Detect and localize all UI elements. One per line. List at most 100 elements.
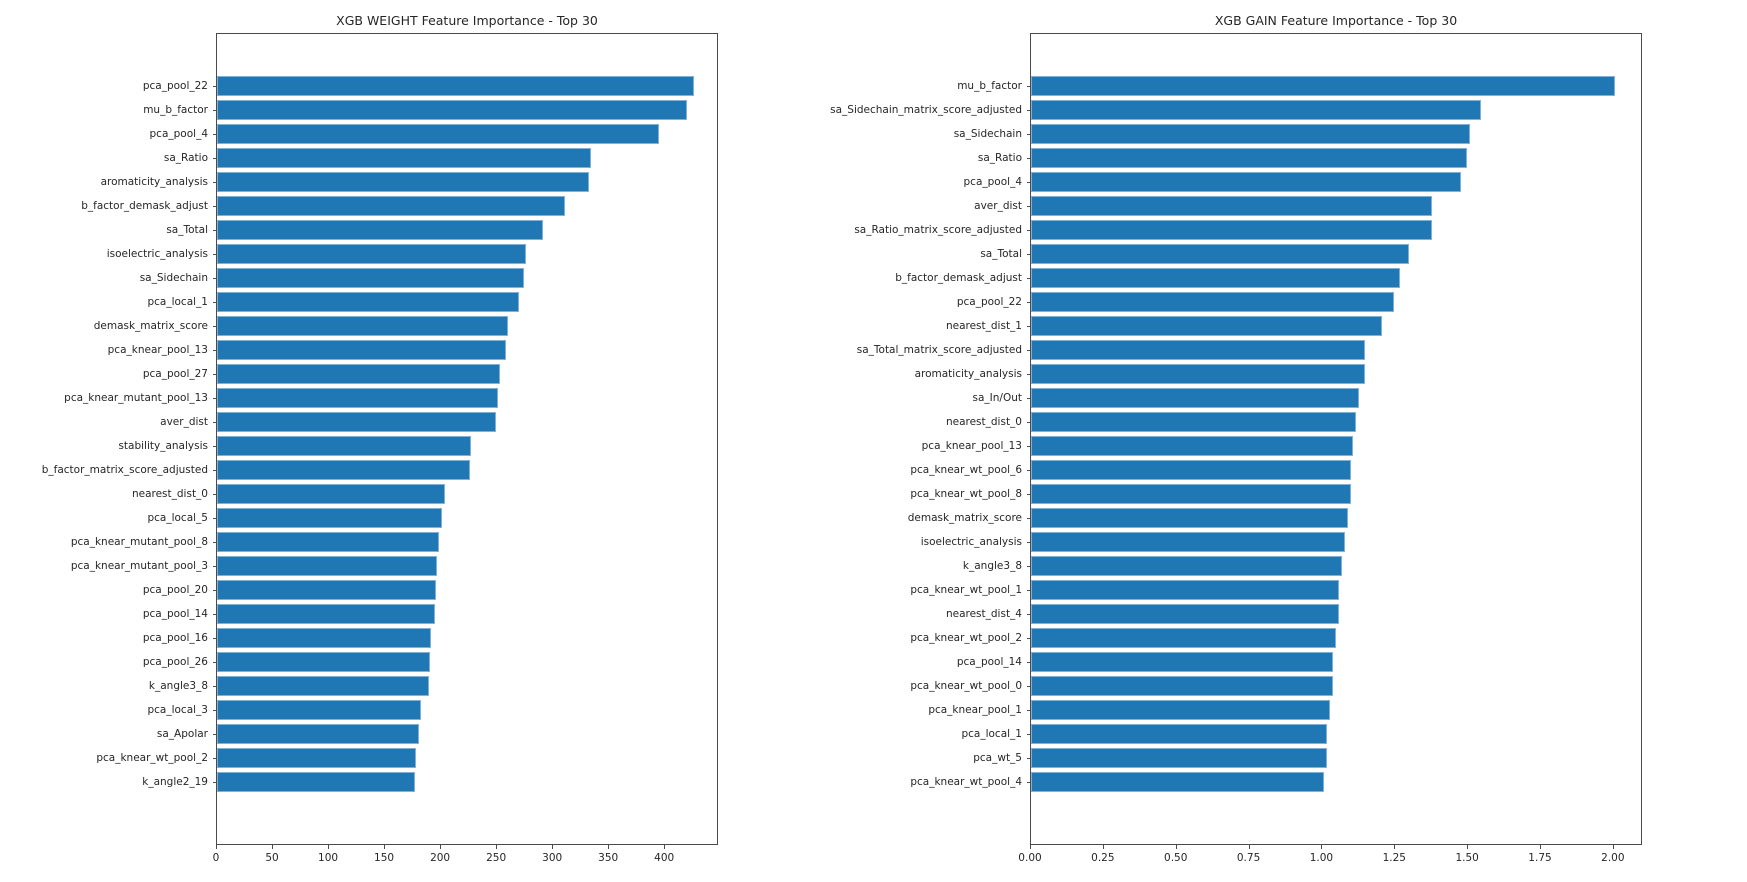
x-tick-label: 250: [486, 852, 507, 864]
y-tick-mark: [1027, 542, 1031, 543]
bar-row: k_angle2_19: [142, 772, 717, 792]
bar-row: nearest_dist_4: [946, 604, 1641, 624]
bar-row: pca_local_5: [147, 508, 717, 528]
bar-row: pca_knear_wt_pool_4: [910, 772, 1641, 792]
y-tick-mark: [213, 470, 217, 471]
bar: [1031, 340, 1366, 360]
y-tick-mark: [1027, 638, 1031, 639]
bar: [1031, 244, 1409, 264]
bar-row: pca_knear_wt_pool_8: [910, 484, 1641, 504]
x-tick-label: 0.50: [1164, 852, 1188, 864]
y-tick-mark: [1027, 614, 1031, 615]
bar: [217, 652, 431, 672]
bar-row: sa_Sidechain_matrix_score_adjusted: [830, 100, 1641, 120]
bar-row: pca_knear_mutant_pool_3: [71, 556, 717, 576]
y-tick-label: k_angle2_19: [142, 775, 208, 788]
weight-importance-chart: XGB WEIGHT Feature Importance - Top 30 p…: [42, 0, 718, 882]
y-tick-mark: [213, 734, 217, 735]
bar: [217, 532, 440, 552]
x-tick-mark: [1102, 845, 1104, 849]
bar: [217, 772, 415, 792]
y-tick-label: sa_Ratio_matrix_score_adjusted: [854, 223, 1022, 236]
bar-row: pca_pool_14: [957, 652, 1641, 672]
bar: [217, 388, 499, 408]
y-tick-label: pca_knear_wt_pool_0: [910, 679, 1022, 692]
weight-chart-title: XGB WEIGHT Feature Importance - Top 30: [336, 13, 598, 28]
bar: [1031, 700, 1331, 720]
y-tick-mark: [1027, 158, 1031, 159]
bar: [1031, 412, 1357, 432]
y-tick-mark: [1027, 182, 1031, 183]
bar-row: pca_knear_pool_13: [108, 340, 717, 360]
y-tick-label: pca_knear_mutant_pool_3: [70, 559, 208, 572]
bar-row: aver_dist: [160, 412, 717, 432]
bar: [1031, 532, 1345, 552]
bar: [217, 292, 520, 312]
bar-row: aromaticity_analysis: [915, 364, 1641, 384]
bar-row: b_factor_demask_adjust: [895, 268, 1641, 288]
gain-x-axis: 0.00 0.25 0.50 0.75 1.00 1.25 1.50 1.75 2.00: [1018, 845, 1642, 875]
x-tick-label: 50: [265, 852, 279, 864]
bar: [1031, 316, 1383, 336]
y-tick-label: b_factor_demask_adjust: [81, 199, 208, 212]
y-tick-mark: [1027, 374, 1031, 375]
y-tick-label: pca_knear_pool_13: [107, 343, 208, 356]
y-tick-mark: [213, 710, 217, 711]
x-tick-label: 0.00: [1018, 852, 1042, 864]
y-tick-label: sa_Total: [980, 247, 1022, 260]
bar-row: pca_pool_4: [964, 172, 1641, 192]
x-tick-label: 200: [430, 852, 451, 864]
y-tick-mark: [1027, 686, 1031, 687]
y-tick-mark: [1027, 662, 1031, 663]
y-tick-label: pca_pool_26: [142, 655, 208, 668]
y-tick-mark: [1027, 302, 1031, 303]
y-tick-label: pca_knear_wt_pool_2: [96, 751, 208, 764]
bar: [1031, 628, 1336, 648]
y-tick-mark: [213, 662, 217, 663]
y-tick-mark: [1027, 470, 1031, 471]
x-tick-label: 1.25: [1382, 852, 1406, 864]
gain-bar-rows: mu_b_factor sa_Sidechain_matrix_score_adj…: [830, 76, 1641, 792]
x-tick-label: 1.50: [1455, 852, 1479, 864]
bar-row: b_factor_matrix_score_adjusted: [42, 460, 717, 480]
bar-row: pca_knear_wt_pool_1: [910, 580, 1641, 600]
bar-row: nearest_dist_1: [946, 316, 1641, 336]
x-tick-mark: [1612, 845, 1614, 849]
bar-row: k_angle3_8: [963, 556, 1641, 576]
bar-row: demask_matrix_score: [94, 316, 717, 336]
bar: [217, 76, 694, 96]
y-tick-label: pca_local_5: [147, 511, 208, 524]
x-tick-mark: [664, 845, 666, 849]
x-tick-mark: [496, 845, 498, 849]
bar: [1031, 196, 1432, 216]
bar: [217, 484, 445, 504]
y-tick-mark: [213, 278, 217, 279]
y-tick-mark: [213, 206, 217, 207]
y-tick-mark: [213, 422, 217, 423]
bar-row: pca_local_3: [147, 700, 717, 720]
y-tick-label: aromaticity_analysis: [100, 175, 208, 188]
bar: [217, 244, 527, 264]
bar-row: pca_knear_wt_pool_6: [910, 460, 1641, 480]
bar-row: k_angle3_8: [149, 676, 717, 696]
bar: [217, 148, 591, 168]
y-tick-label: sa_Ratio: [977, 151, 1022, 164]
bar: [217, 124, 659, 144]
x-tick-label: 0.25: [1091, 852, 1115, 864]
bar: [1031, 364, 1366, 384]
bar: [1031, 748, 1328, 768]
bar: [1031, 556, 1342, 576]
y-tick-mark: [1027, 230, 1031, 231]
bar-row: pca_knear_wt_pool_0: [910, 676, 1641, 696]
y-tick-label: pca_pool_22: [956, 295, 1022, 308]
y-tick-label: pca_pool_4: [963, 175, 1022, 188]
bar: [217, 196, 566, 216]
x-tick-label: 1.00: [1309, 852, 1334, 864]
bar: [217, 460, 471, 480]
bar-row: sa_Ratio_matrix_score_adjusted: [854, 220, 1641, 240]
y-tick-mark: [1027, 398, 1031, 399]
y-tick-label: sa_Total_matrix_score_adjusted: [856, 343, 1022, 356]
bar-row: isoelectric_analysis: [107, 244, 717, 264]
y-tick-mark: [213, 374, 217, 375]
bar: [1031, 172, 1461, 192]
